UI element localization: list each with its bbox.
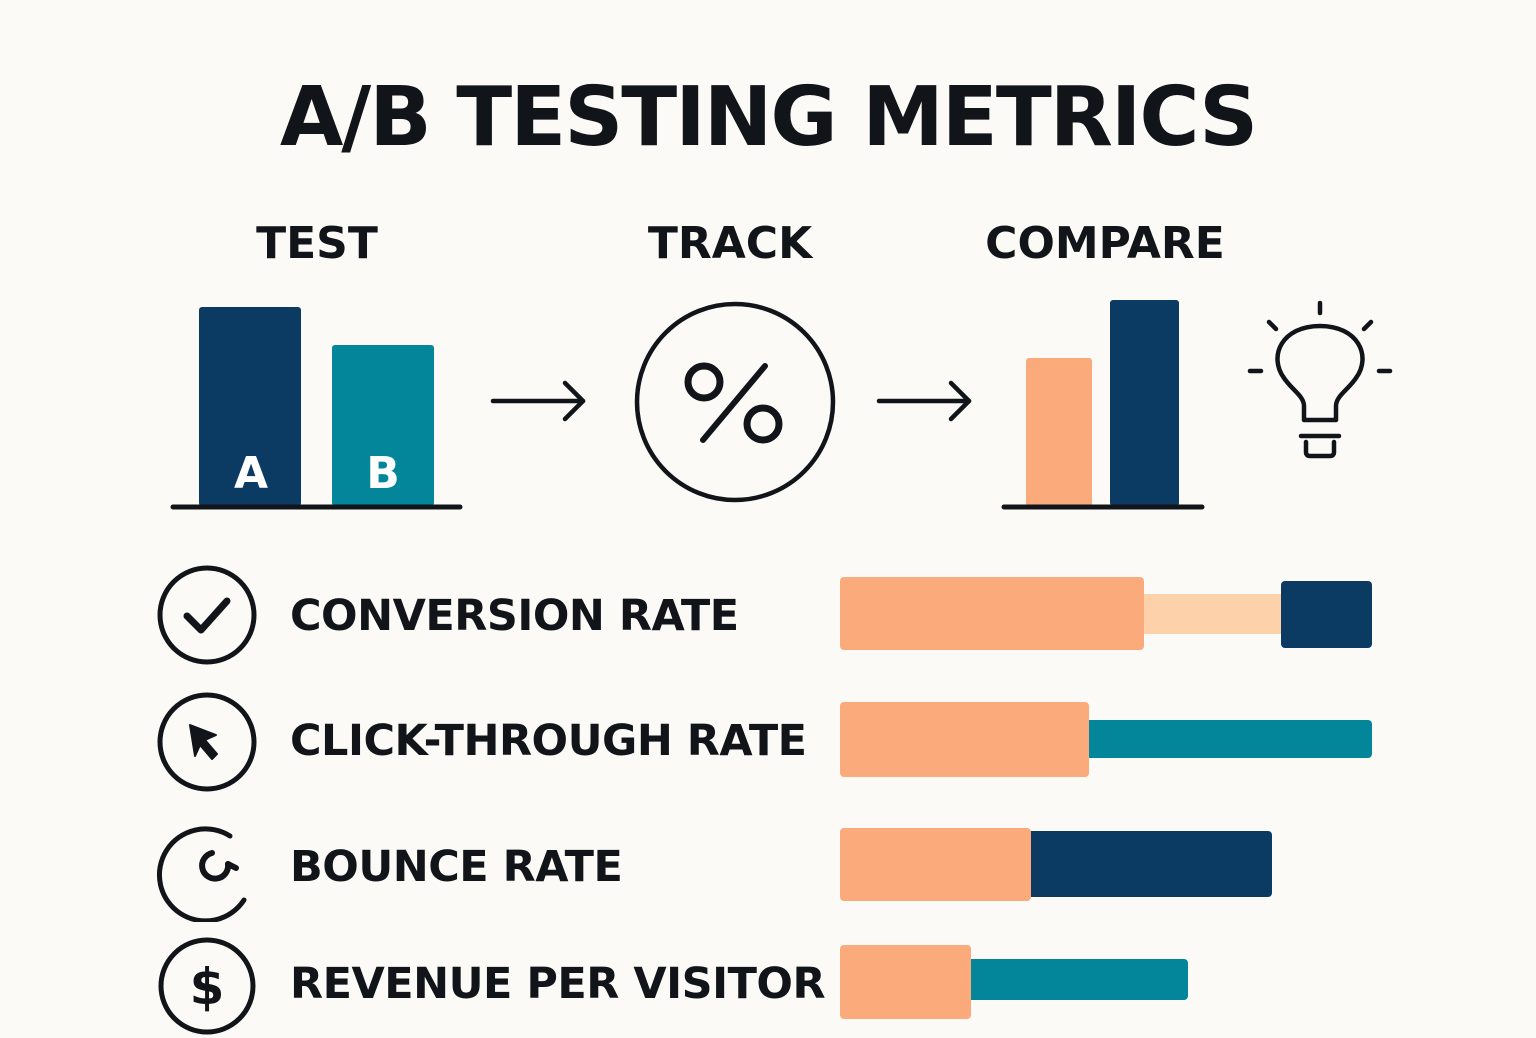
dollar-icon: $: [158, 937, 256, 1035]
metric-label-click-through-rate: CLICK-THROUGH RATE: [290, 716, 807, 766]
arrow-right-icon: [490, 380, 586, 422]
comparison-chart-icon: [1001, 300, 1205, 510]
arrow-right-icon: [876, 380, 972, 422]
metric-label-bounce-rate: BOUNCE RATE: [290, 842, 623, 892]
step-label-compare: COMPARE: [985, 218, 1225, 269]
cursor-icon: [157, 692, 257, 792]
bounce-rate-bar-a: [840, 828, 1031, 901]
variant-a-label: A: [234, 448, 268, 499]
step-label-track: TRACK: [647, 218, 813, 269]
revenue-per-visitor-bar-a: [840, 945, 971, 1019]
step-label-test: TEST: [256, 218, 378, 269]
revenue-per-visitor-bar-b: [950, 959, 1188, 1000]
checkmark-icon: [157, 565, 257, 665]
variant-b-bar: [332, 345, 434, 506]
metric-label-conversion-rate: CONVERSION RATE: [290, 591, 739, 641]
lightbulb-icon: [1247, 300, 1393, 459]
bounce-rate-bar-b: [1010, 831, 1272, 897]
bounce-icon: [156, 826, 247, 922]
conversion-rate-bar-b: [1281, 581, 1372, 648]
variant-b-label: B: [366, 448, 400, 499]
compare-bar-tall: [1110, 300, 1179, 506]
process-illustration: A B: [170, 300, 1393, 510]
percent-icon: [634, 301, 836, 503]
compare-bar-short: [1026, 358, 1092, 506]
conversion-rate-bar-a: [840, 577, 1144, 650]
variant-a-bar: [199, 307, 301, 506]
conversion-rate-bar-track: [1130, 594, 1290, 634]
click-through-rate-bar-b: [1060, 720, 1372, 758]
svg-text:$: $: [190, 958, 225, 1016]
click-through-rate-bar-a: [840, 702, 1089, 777]
bar-chart-icon: A B: [170, 307, 463, 510]
metric-label-revenue-per-visitor: REVENUE PER VISITOR: [290, 959, 826, 1009]
page-title: A/B TESTING METRICS: [279, 70, 1258, 165]
